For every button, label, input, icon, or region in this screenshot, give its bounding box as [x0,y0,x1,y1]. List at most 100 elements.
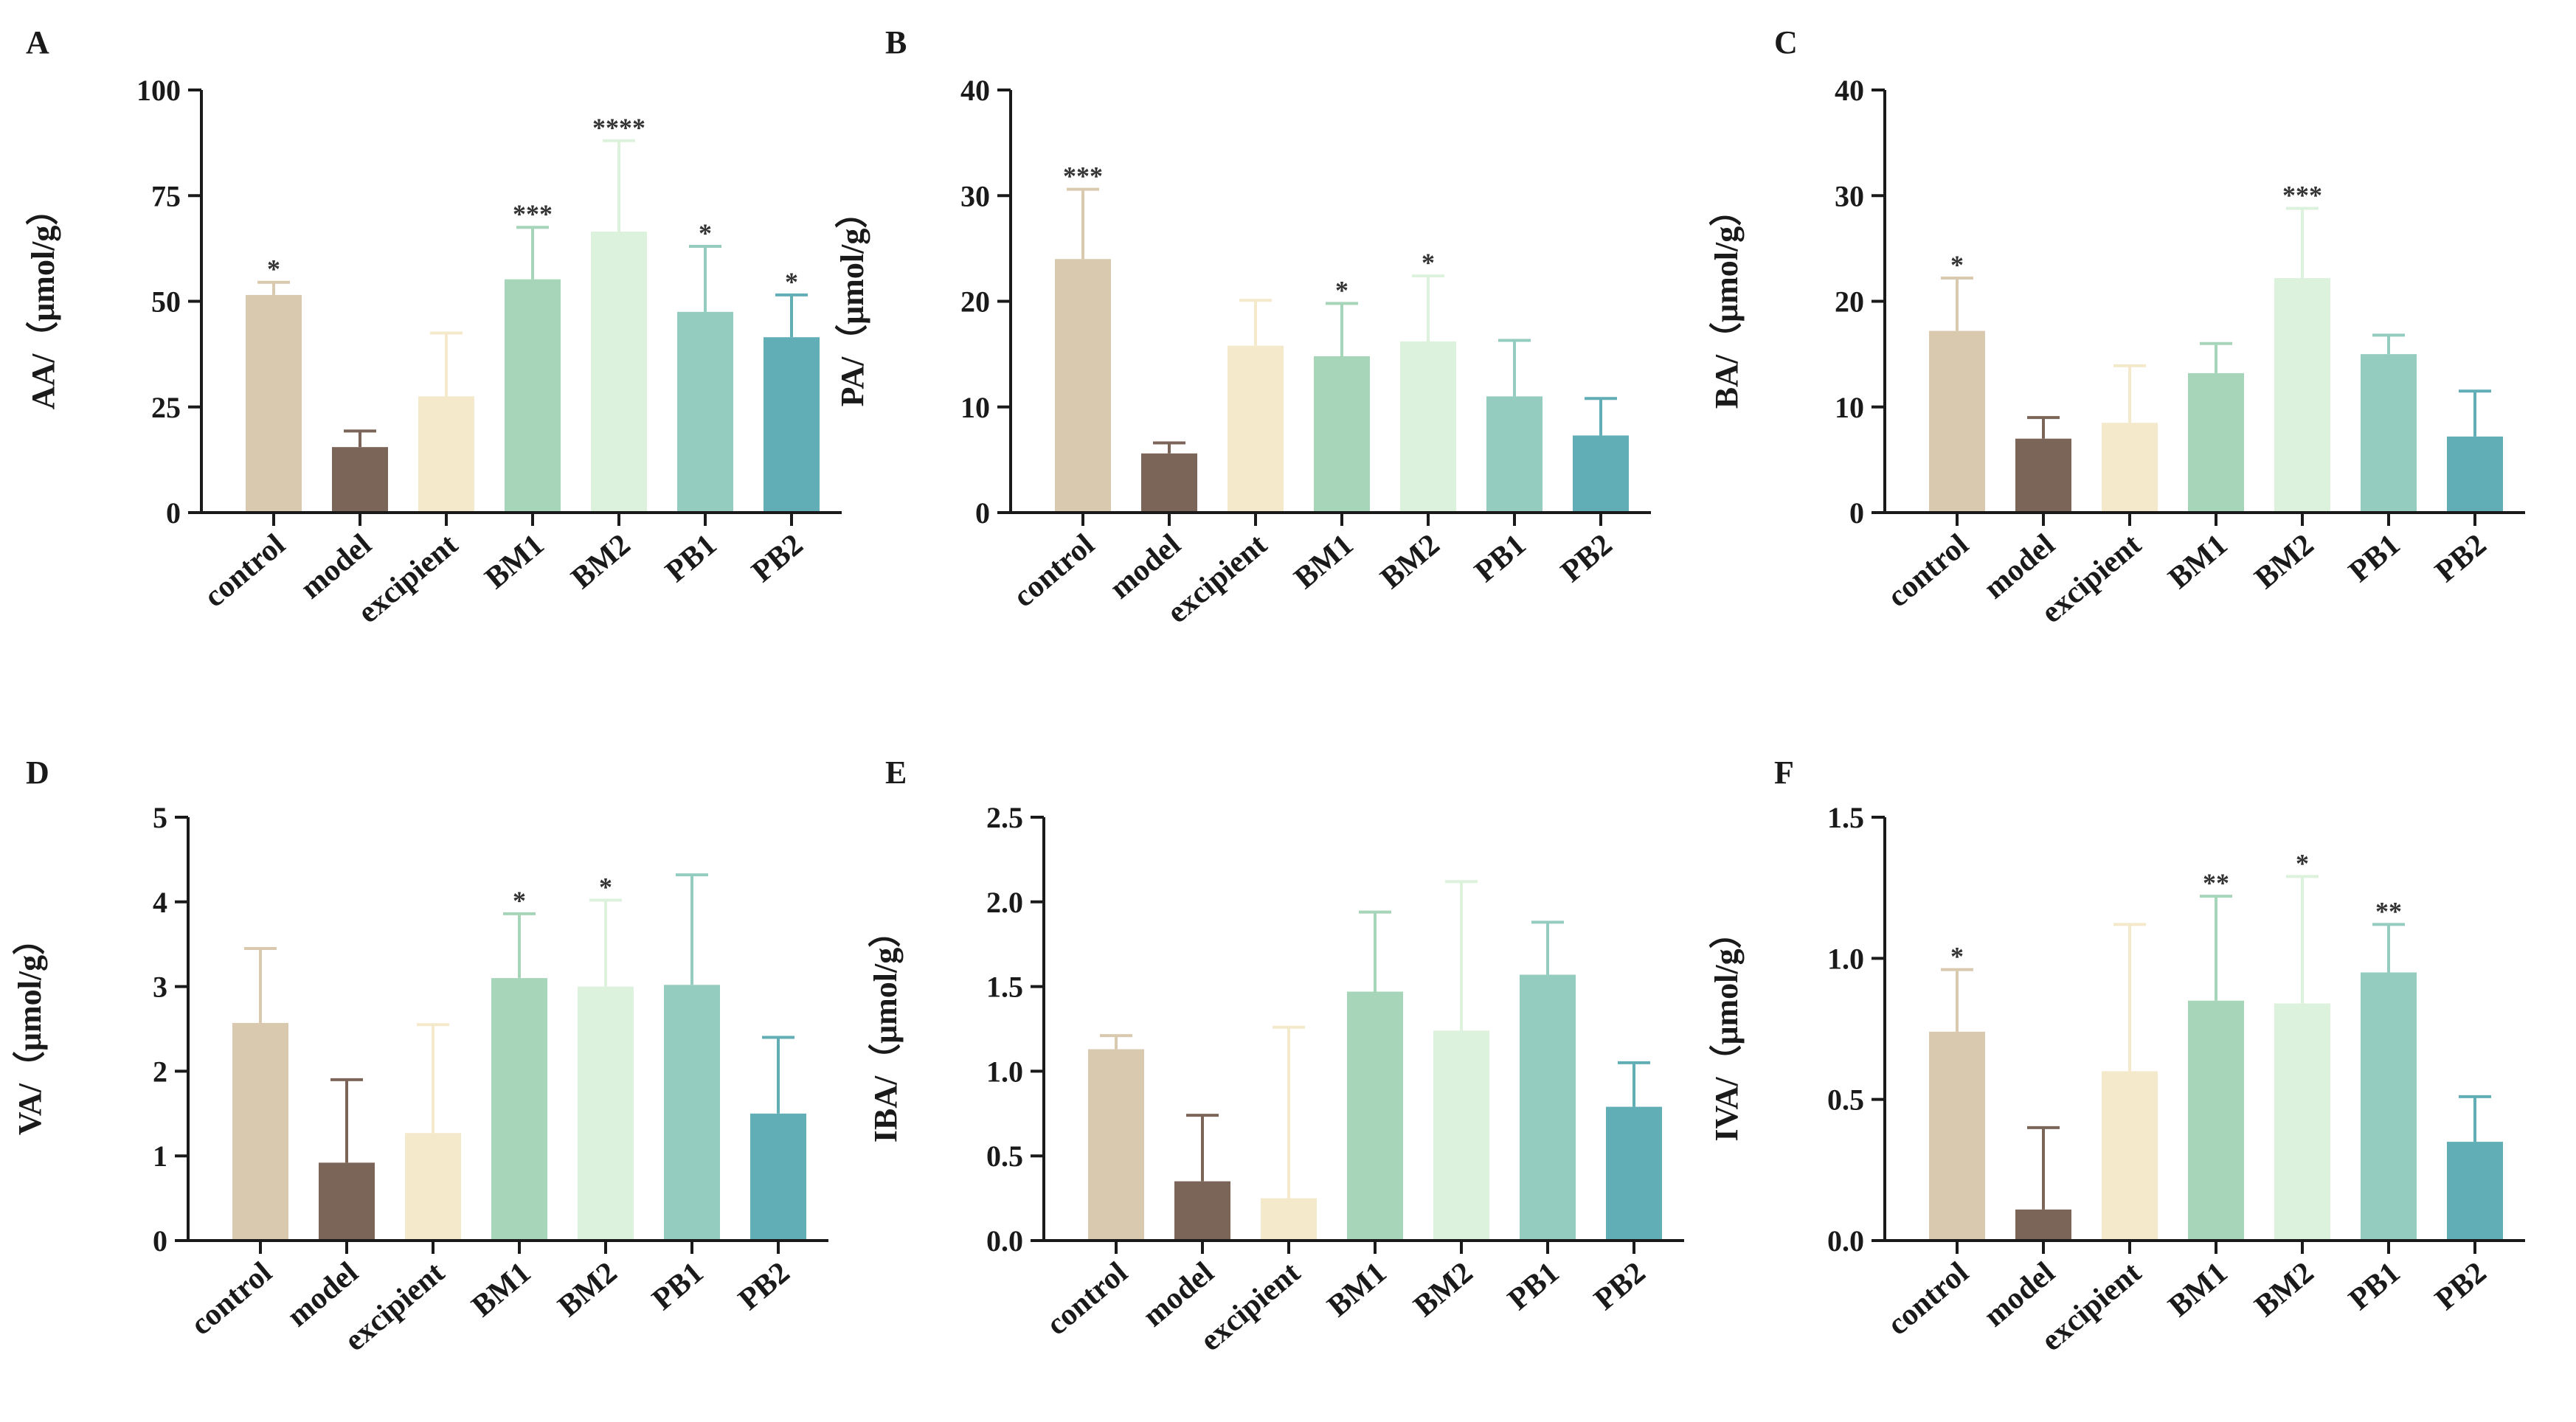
bar-excipient [2102,423,2158,513]
bar-pb1 [664,985,720,1241]
x-category-label: control [1881,1255,1975,1342]
bar-bm1 [505,279,561,513]
x-category-label: PB1 [1469,527,1533,589]
y-tick-label: 10 [960,391,990,424]
x-category-label: BM2 [1408,1255,1479,1323]
significance-mark: *** [1063,162,1103,191]
x-category-label: control [1881,527,1975,614]
significance-mark: *** [513,199,553,229]
bar-pb1 [2361,972,2417,1241]
y-tick-label: 1 [153,1140,167,1173]
x-category-label: PB1 [659,527,724,589]
y-axis-title: AA/（μmol/g） [25,193,61,410]
y-tick-label: 10 [1835,391,1864,424]
significance-mark: * [1950,250,1964,280]
y-axis-title: BA/（μmol/g） [1708,194,1745,409]
panel-letter: E [885,755,907,791]
bar-excipient [405,1133,461,1241]
bar-control [232,1022,288,1241]
y-tick-label: 25 [151,391,181,424]
x-category-label: control [198,527,291,614]
x-category-label: PB2 [1555,527,1619,589]
x-category-label: PB2 [2429,527,2493,589]
bar-bm1 [2188,1000,2244,1241]
bar-model [2015,438,2071,513]
panel-letter: F [1774,755,1794,791]
x-category-label: PB1 [646,1255,710,1317]
y-tick-label: 50 [151,285,181,319]
y-tick-label: 30 [1835,179,1864,212]
y-tick-label: 0 [1849,496,1864,530]
significance-mark: * [1335,275,1348,305]
panel-letter: C [1774,24,1798,60]
y-tick-label: 0 [153,1224,167,1258]
bar-excipient [1261,1198,1317,1241]
x-category-label: BM1 [479,527,550,595]
y-tick-label: 0.5 [986,1140,1023,1173]
y-axis-title: VA/（μmol/g） [12,923,48,1135]
bar-bm1 [2188,372,2244,513]
y-axis-title: IVA/（μmol/g） [1708,916,1745,1141]
bar-control [246,294,302,513]
bar-excipient [418,396,474,513]
x-category-label: BM2 [1374,527,1446,595]
bar-control [1055,259,1111,513]
bar-bm1 [491,978,547,1241]
significance-mark: ** [2203,868,2229,898]
x-category-label: BM1 [1321,1255,1393,1323]
bar-control [1929,330,1985,513]
y-tick-label: 0.0 [1827,1224,1864,1258]
significance-mark: * [785,267,798,296]
panel-letter: B [885,24,907,60]
bar-bm1 [1347,991,1403,1241]
x-category-label: control [1007,527,1101,614]
y-tick-label: 40 [1835,74,1864,107]
x-category-label: PB1 [2343,1255,2407,1317]
bar-model [332,447,388,513]
y-tick-label: 1.0 [986,1055,1023,1088]
bar-bm2 [2274,1003,2330,1241]
panel-letter: D [26,755,49,791]
y-tick-label: 0.5 [1827,1083,1864,1117]
bar-pb2 [750,1113,806,1241]
x-category-label: BM1 [2162,527,2234,595]
x-category-label: BM1 [2162,1255,2234,1323]
y-tick-label: 2.5 [986,801,1023,834]
bar-control [1088,1049,1144,1241]
panel-letter: A [26,24,49,60]
bar-pb2 [2447,1142,2503,1241]
significance-mark: * [267,254,280,284]
significance-mark: **** [592,113,645,142]
bar-model [2015,1209,2071,1241]
bar-bm2 [591,231,647,513]
bar-bm1 [1314,356,1370,513]
y-tick-label: 4 [153,886,167,919]
y-tick-label: 3 [153,971,167,1004]
y-axis-title: PA/（μmol/g） [834,196,870,407]
bar-bm2 [578,986,634,1241]
significance-mark: * [599,873,612,902]
bar-pb1 [2361,354,2417,513]
significance-mark: *** [2282,180,2322,209]
y-tick-label: 20 [1835,285,1864,319]
y-tick-label: 0 [975,496,990,530]
x-category-label: BM1 [465,1255,537,1323]
y-tick-label: 75 [151,179,181,212]
x-category-label: control [184,1255,278,1342]
x-category-label: PB2 [746,527,810,589]
bar-bm2 [1400,341,1456,513]
y-axis-title: IBA/（μmol/g） [868,915,904,1143]
bar-pb2 [1573,435,1629,513]
y-tick-label: 30 [960,179,990,212]
bar-pb2 [1606,1106,1662,1241]
x-category-label: control [1040,1255,1134,1342]
significance-mark: * [1422,248,1435,277]
x-category-label: PB1 [1502,1255,1566,1317]
bar-model [319,1162,375,1241]
bar-pb2 [2447,436,2503,513]
